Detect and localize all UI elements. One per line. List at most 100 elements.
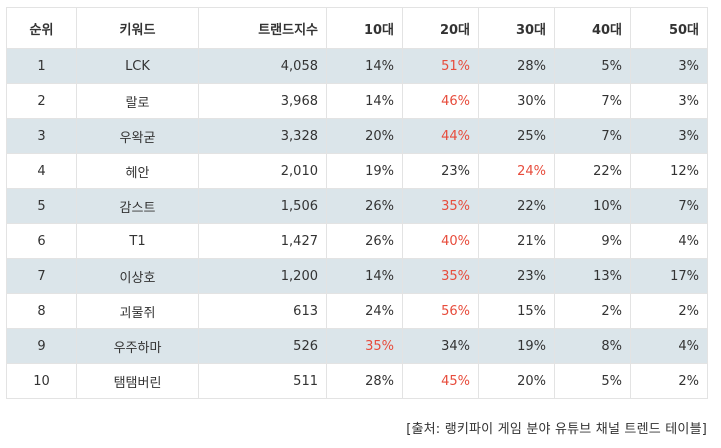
cell-trend-index: 1,427 <box>198 223 327 259</box>
cell-age-20s: 35% <box>402 258 479 294</box>
cell-trend-index: 511 <box>198 363 327 399</box>
cell-age-40s: 5% <box>554 48 631 84</box>
cell-age-50s: 12% <box>630 153 708 189</box>
cell-trend-index: 2,010 <box>198 153 327 189</box>
table-row: 3 우왁굳 3,328 20% 44% 25% 7% 3% <box>6 118 708 154</box>
cell-age-30s: 25% <box>478 118 555 154</box>
cell-age-10s: 26% <box>326 188 403 224</box>
cell-age-40s: 8% <box>554 328 631 364</box>
cell-age-10s: 26% <box>326 223 403 259</box>
cell-rank: 1 <box>6 48 77 84</box>
cell-age-20s: 44% <box>402 118 479 154</box>
table-row: 2 랄로 3,968 14% 46% 30% 7% 3% <box>6 83 708 119</box>
cell-age-30s: 30% <box>478 83 555 119</box>
cell-trend-index: 4,058 <box>198 48 327 84</box>
cell-trend-index: 1,506 <box>198 188 327 224</box>
cell-rank: 2 <box>6 83 77 119</box>
cell-age-10s: 14% <box>326 48 403 84</box>
table-row: 7 이상호 1,200 14% 35% 23% 13% 17% <box>6 258 708 294</box>
cell-rank: 4 <box>6 153 77 189</box>
cell-keyword: LCK <box>76 48 199 84</box>
cell-trend-index: 613 <box>198 293 327 329</box>
cell-rank: 8 <box>6 293 77 329</box>
cell-age-40s: 2% <box>554 293 631 329</box>
cell-trend-index: 1,200 <box>198 258 327 294</box>
cell-age-50s: 2% <box>630 293 708 329</box>
cell-age-10s: 28% <box>326 363 403 399</box>
source-caption: [출처: 랭키파이 게임 분야 유튜브 채널 트렌드 테이블] <box>406 422 707 437</box>
cell-keyword: T1 <box>76 223 199 259</box>
cell-age-10s: 20% <box>326 118 403 154</box>
cell-keyword: 우주하마 <box>76 328 199 364</box>
cell-age-50s: 7% <box>630 188 708 224</box>
cell-age-10s: 19% <box>326 153 403 189</box>
cell-trend-index: 526 <box>198 328 327 364</box>
table-row: 9 우주하마 526 35% 34% 19% 8% 4% <box>6 328 708 364</box>
cell-age-30s: 21% <box>478 223 555 259</box>
cell-age-40s: 22% <box>554 153 631 189</box>
cell-age-10s: 14% <box>326 83 403 119</box>
cell-age-20s: 23% <box>402 153 479 189</box>
cell-age-50s: 3% <box>630 118 708 154</box>
cell-keyword: 우왁굳 <box>76 118 199 154</box>
cell-age-10s: 35% <box>326 328 403 364</box>
cell-keyword: 탬탬버린 <box>76 363 199 399</box>
header-rank: 순위 <box>6 7 77 49</box>
table-row: 6 T1 1,427 26% 40% 21% 9% 4% <box>6 223 708 259</box>
cell-age-50s: 4% <box>630 328 708 364</box>
table-row: 1 LCK 4,058 14% 51% 28% 5% 3% <box>6 48 708 84</box>
cell-keyword: 랄로 <box>76 83 199 119</box>
cell-age-30s: 15% <box>478 293 555 329</box>
cell-rank: 5 <box>6 188 77 224</box>
cell-age-40s: 9% <box>554 223 631 259</box>
cell-rank: 3 <box>6 118 77 154</box>
cell-age-10s: 24% <box>326 293 403 329</box>
cell-age-20s: 46% <box>402 83 479 119</box>
cell-age-30s: 22% <box>478 188 555 224</box>
trend-table: 순위 키워드 트랜드지수 10대 20대 30대 40대 50대 1 LCK 4,0… <box>6 7 708 399</box>
table-row: 5 감스트 1,506 26% 35% 22% 10% 7% <box>6 188 708 224</box>
cell-age-10s: 14% <box>326 258 403 294</box>
cell-age-20s: 34% <box>402 328 479 364</box>
cell-age-40s: 7% <box>554 83 631 119</box>
cell-age-30s: 23% <box>478 258 555 294</box>
table-body: 1 LCK 4,058 14% 51% 28% 5% 3% 2 랄로 3,968 14% 46% 30% 7… <box>6 48 708 399</box>
cell-keyword: 헤안 <box>76 153 199 189</box>
cell-age-30s: 24% <box>478 153 555 189</box>
cell-age-40s: 5% <box>554 363 631 399</box>
header-age-20s: 20대 <box>402 7 479 49</box>
cell-keyword: 이상호 <box>76 258 199 294</box>
cell-age-40s: 10% <box>554 188 631 224</box>
cell-age-20s: 56% <box>402 293 479 329</box>
cell-age-50s: 4% <box>630 223 708 259</box>
cell-age-40s: 7% <box>554 118 631 154</box>
cell-rank: 6 <box>6 223 77 259</box>
cell-trend-index: 3,968 <box>198 83 327 119</box>
header-age-50s: 50대 <box>630 7 708 49</box>
header-keyword: 키워드 <box>76 7 199 49</box>
cell-rank: 10 <box>6 363 77 399</box>
header-age-40s: 40대 <box>554 7 631 49</box>
table-row: 4 헤안 2,010 19% 23% 24% 22% 12% <box>6 153 708 189</box>
cell-age-50s: 17% <box>630 258 708 294</box>
cell-age-20s: 35% <box>402 188 479 224</box>
table-row: 8 괴물쥐 613 24% 56% 15% 2% 2% <box>6 293 708 329</box>
header-age-30s: 30대 <box>478 7 555 49</box>
cell-trend-index: 3,328 <box>198 118 327 154</box>
table-header-row: 순위 키워드 트랜드지수 10대 20대 30대 40대 50대 <box>6 7 708 49</box>
header-age-10s: 10대 <box>326 7 403 49</box>
cell-age-30s: 19% <box>478 328 555 364</box>
cell-keyword: 감스트 <box>76 188 199 224</box>
header-trend-index: 트랜드지수 <box>198 7 327 49</box>
cell-rank: 7 <box>6 258 77 294</box>
cell-age-50s: 3% <box>630 83 708 119</box>
cell-rank: 9 <box>6 328 77 364</box>
cell-age-50s: 2% <box>630 363 708 399</box>
cell-age-20s: 51% <box>402 48 479 84</box>
cell-keyword: 괴물쥐 <box>76 293 199 329</box>
cell-age-40s: 13% <box>554 258 631 294</box>
cell-age-20s: 40% <box>402 223 479 259</box>
cell-age-50s: 3% <box>630 48 708 84</box>
cell-age-30s: 28% <box>478 48 555 84</box>
